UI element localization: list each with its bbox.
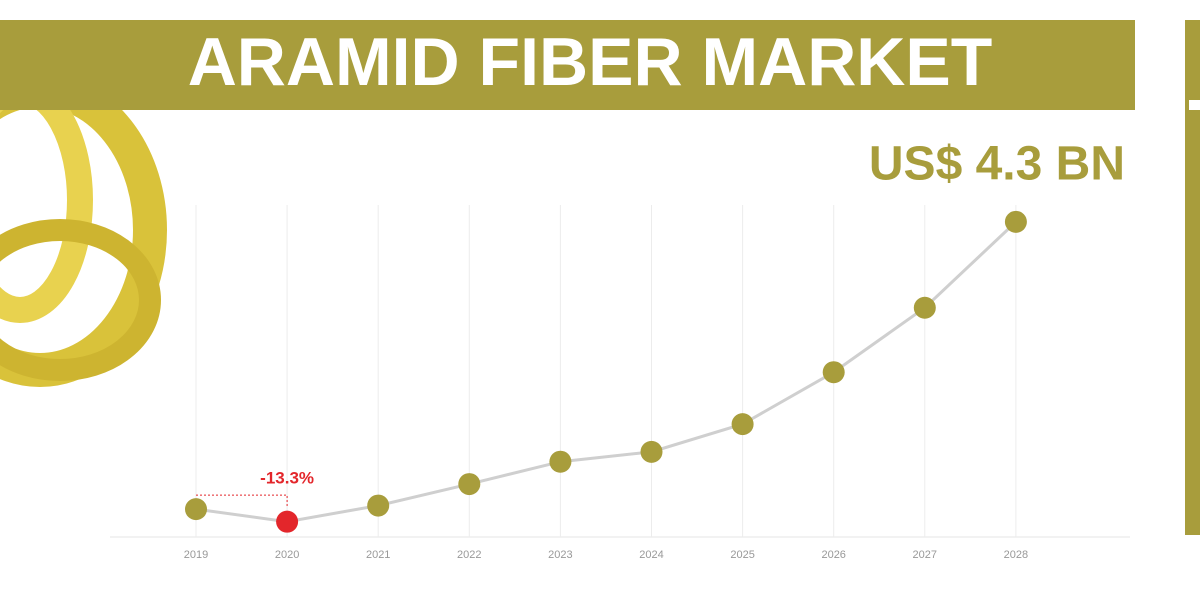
x-tick-label: 2023 xyxy=(548,549,572,561)
rope-decoration xyxy=(0,73,167,387)
x-tick-label: 2021 xyxy=(366,549,390,561)
x-tick-label: 2027 xyxy=(913,549,937,561)
chart-title: ARAMID FIBER MARKET xyxy=(188,24,993,100)
x-tick-label: 2025 xyxy=(730,549,754,561)
data-point xyxy=(458,473,481,496)
data-point xyxy=(1004,210,1027,233)
side-bar xyxy=(1185,20,1200,535)
data-point xyxy=(185,498,207,521)
data-line xyxy=(195,220,1017,524)
data-point xyxy=(276,510,299,533)
x-tick-label: 2028 xyxy=(1004,549,1028,561)
value-label: US$ 4.3 BN xyxy=(869,138,1125,191)
data-point xyxy=(549,450,572,473)
data-point xyxy=(640,440,663,463)
rope xyxy=(0,77,93,323)
data-point xyxy=(367,494,390,517)
side-notch xyxy=(1189,100,1200,110)
x-tick-label: 2024 xyxy=(639,549,663,561)
x-tick-label: 2020 xyxy=(275,549,299,561)
data-point xyxy=(913,296,936,319)
annotation-label: -13.3% xyxy=(260,469,314,488)
title-bar xyxy=(0,20,1135,110)
x-tick-label: 2019 xyxy=(184,549,208,561)
data-point xyxy=(822,361,845,384)
rope xyxy=(0,219,161,381)
annotation-guide xyxy=(196,494,288,508)
data-point xyxy=(731,413,754,436)
x-tick-label: 2026 xyxy=(821,549,845,561)
x-tick-label: 2022 xyxy=(457,549,481,561)
